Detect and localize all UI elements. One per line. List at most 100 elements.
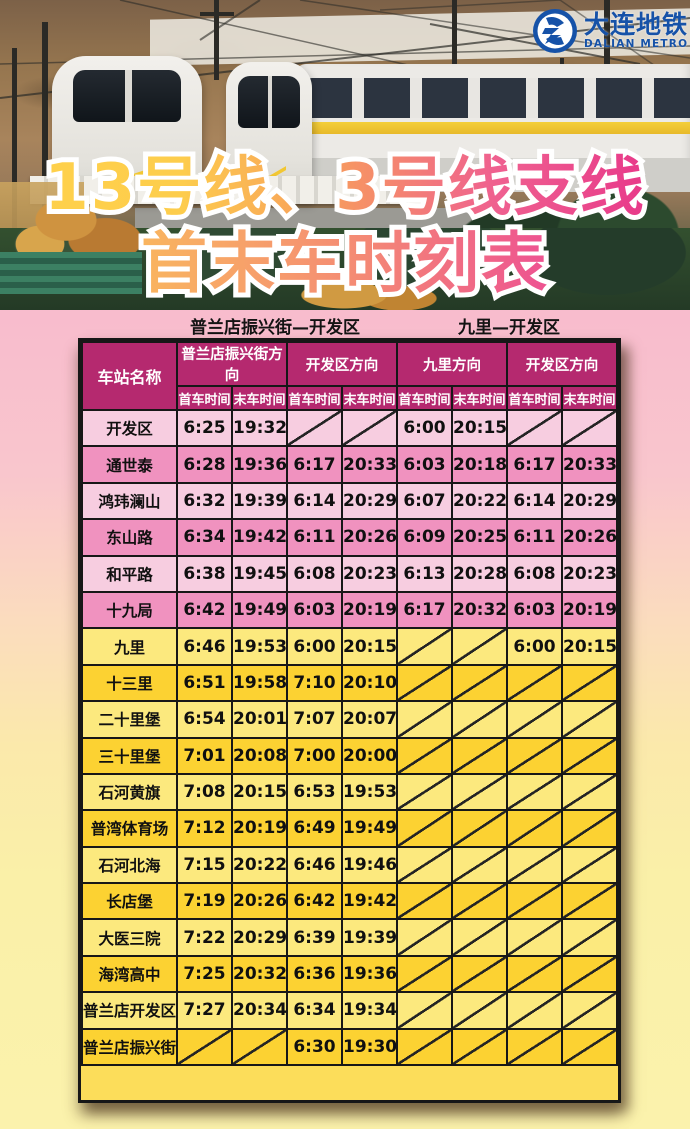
time-cell: 6:00 <box>506 627 563 666</box>
time-cell: 6:34 <box>286 991 343 1030</box>
train-headlight <box>178 160 192 168</box>
no-service-cell <box>506 408 563 448</box>
time-cell: 19:53 <box>231 627 288 666</box>
poster-title-line1-outline: 13号线、3号线支线 <box>0 136 690 230</box>
direction-header: 普兰店振兴街方向 <box>176 341 288 387</box>
time-cell: 19:36 <box>341 954 398 994</box>
time-cell: 19:53 <box>341 772 398 812</box>
time-cell: 20:29 <box>561 481 618 521</box>
time-cell: 19:49 <box>231 590 288 630</box>
time-cell: 6:42 <box>176 590 233 630</box>
time-cell: 20:26 <box>341 518 398 557</box>
no-service-cell <box>451 736 508 775</box>
time-cell: 6:53 <box>286 772 343 812</box>
time-cell: 7:07 <box>286 700 343 739</box>
train-windshield <box>73 70 181 122</box>
timetable-row: 长店堡 7:19 20:26 6:42 19:42 <box>81 882 618 921</box>
timetable-row: 开发区 6:25 19:32 6:00 20:15 <box>81 408 618 448</box>
no-service-cell <box>506 700 563 739</box>
route-section-right: 九里—开发区 <box>458 318 560 338</box>
autumn-foliage <box>280 278 440 310</box>
time-cell: 19:30 <box>341 1027 398 1067</box>
time-cell: 20:01 <box>231 700 288 739</box>
time-cell: 7:15 <box>176 845 233 885</box>
time-cell: 6:17 <box>396 590 453 630</box>
station-name-cell: 普兰店开发区 <box>81 991 178 1030</box>
catenary-pole <box>12 48 17 262</box>
time-cell: 19:58 <box>231 663 288 703</box>
time-cell: 7:01 <box>176 736 233 775</box>
time-type-header: 末车时间 <box>561 385 618 411</box>
no-service-cell <box>451 772 508 812</box>
time-cell: 6:03 <box>396 445 453 484</box>
no-service-cell <box>506 772 563 812</box>
time-cell: 6:13 <box>396 554 453 593</box>
dalian-metro-logo: 大连地铁 DALIAN METRO <box>532 8 688 54</box>
time-cell: 20:29 <box>341 481 398 521</box>
station-name-cell: 通世泰 <box>81 445 178 484</box>
no-service-cell <box>396 918 453 957</box>
no-service-cell <box>451 845 508 885</box>
direction-header: 九里方向 <box>396 341 508 387</box>
catenary-pole <box>214 0 219 80</box>
time-cell: 7:25 <box>176 954 233 994</box>
station-name-cell: 大医三院 <box>81 918 178 957</box>
time-cell: 20:28 <box>451 554 508 593</box>
time-cell: 20:32 <box>231 954 288 994</box>
no-service-cell <box>396 882 453 921</box>
no-service-cell <box>506 845 563 885</box>
time-cell: 19:42 <box>341 882 398 921</box>
time-cell: 20:29 <box>231 918 288 957</box>
time-cell: 19:34 <box>341 991 398 1030</box>
timetable-row: 石河黄旗 7:08 20:15 6:53 19:53 <box>81 772 618 812</box>
no-service-cell <box>396 954 453 994</box>
time-cell: 6:11 <box>506 518 563 557</box>
time-cell: 6:17 <box>286 445 343 484</box>
time-cell: 20:19 <box>561 590 618 630</box>
no-service-cell <box>396 627 453 666</box>
no-service-cell <box>506 1027 563 1067</box>
no-service-cell <box>396 991 453 1030</box>
time-cell: 6:00 <box>396 408 453 448</box>
no-service-cell <box>286 408 343 448</box>
no-service-cell <box>561 1027 618 1067</box>
time-cell: 6:28 <box>176 445 233 484</box>
station-name-header: 车站名称 <box>81 341 178 411</box>
time-type-header: 末车时间 <box>231 385 288 411</box>
station-name-cell: 石河北海 <box>81 845 178 885</box>
no-service-cell <box>561 736 618 775</box>
time-type-header: 首车时间 <box>506 385 563 411</box>
station-name-cell: 东山路 <box>81 518 178 557</box>
no-service-cell <box>396 700 453 739</box>
timetable-row: 十三里 6:51 19:58 7:10 20:10 <box>81 663 618 703</box>
no-service-cell <box>561 845 618 885</box>
station-name-cell: 普兰店振兴街 <box>81 1027 178 1067</box>
time-cell: 6:49 <box>286 809 343 848</box>
time-cell: 20:22 <box>231 845 288 885</box>
station-name-cell: 三十里堡 <box>81 736 178 775</box>
time-cell: 7:08 <box>176 772 233 812</box>
time-cell: 6:36 <box>286 954 343 994</box>
station-name-cell: 石河黄旗 <box>81 772 178 812</box>
no-service-cell <box>561 408 618 448</box>
time-cell: 19:36 <box>231 445 288 484</box>
train-carriage-body <box>296 64 690 192</box>
no-service-cell <box>396 663 453 703</box>
train-yellow-stripe <box>296 122 690 134</box>
direction-header: 开发区方向 <box>286 341 398 387</box>
timetable-row: 十九局 6:42 19:49 6:03 20:19 6:17 20:32 6:03 20:19 <box>81 590 618 630</box>
time-cell: 20:15 <box>561 627 618 666</box>
timetable-row: 二十里堡 6:54 20:01 7:07 20:07 <box>81 700 618 739</box>
logo-english-name: DALIAN METRO <box>584 38 689 51</box>
time-cell: 7:10 <box>286 663 343 703</box>
time-cell: 20:32 <box>451 590 508 630</box>
no-service-cell <box>176 1027 233 1067</box>
time-cell: 20:08 <box>231 736 288 775</box>
no-service-cell <box>231 1027 288 1067</box>
station-name-cell: 普湾体育场 <box>81 809 178 848</box>
no-service-cell <box>396 736 453 775</box>
green-fence <box>0 252 142 294</box>
train-headlight <box>62 160 76 168</box>
time-cell: 6:03 <box>286 590 343 630</box>
timetable-row: 三十里堡 7:01 20:08 7:00 20:00 <box>81 736 618 775</box>
